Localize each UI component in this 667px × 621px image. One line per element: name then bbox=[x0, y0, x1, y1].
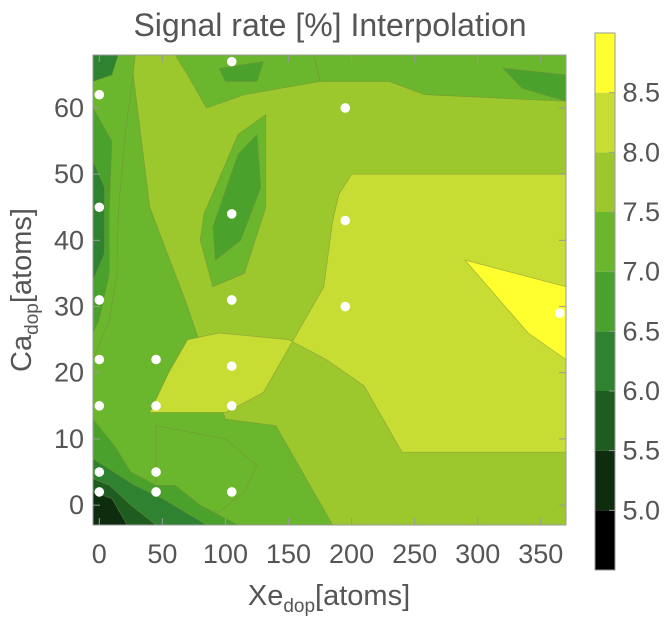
x-tick-label: 100 bbox=[203, 539, 248, 569]
colorbar-tick-label: 5.0 bbox=[622, 495, 660, 525]
x-axis-label-sub: dop bbox=[283, 596, 315, 617]
chart-title: Signal rate [%] Interpolation bbox=[133, 7, 526, 43]
contour-band-15 bbox=[149, 173, 566, 453]
x-tick-label: 250 bbox=[392, 539, 437, 569]
sample-point bbox=[94, 89, 105, 100]
sample-point bbox=[151, 354, 161, 365]
sample-point bbox=[151, 487, 161, 497]
x-tick-label: 200 bbox=[329, 539, 374, 569]
x-tick-label: 350 bbox=[518, 539, 563, 569]
colorbar-band bbox=[595, 152, 615, 212]
contour-band-6 bbox=[93, 491, 128, 525]
sample-point bbox=[94, 467, 105, 477]
y-tick-label: 0 bbox=[69, 490, 84, 520]
colorbar: 5.0 5.5 6.0 6.5 7.0 7.5 8.0 8.5 bbox=[594, 32, 660, 571]
y-tick-label: 50 bbox=[54, 159, 84, 189]
contour-band-9 bbox=[93, 160, 105, 281]
sample-point bbox=[226, 56, 237, 67]
sample-point bbox=[554, 308, 565, 318]
sample-point bbox=[340, 215, 351, 226]
y-tick-label: 30 bbox=[54, 292, 84, 322]
y-tick-label: 60 bbox=[54, 93, 84, 123]
sample-point bbox=[226, 209, 237, 219]
colorbar-tick-label: 8.0 bbox=[622, 137, 660, 167]
x-axis-label-unit: [atoms] bbox=[315, 580, 410, 612]
colorbar-band bbox=[595, 212, 615, 272]
colorbar-tick-label: 8.5 bbox=[622, 78, 660, 108]
contour-band-16 bbox=[464, 259, 566, 360]
sample-point bbox=[94, 354, 105, 365]
sample-point bbox=[226, 487, 237, 497]
y-tick-label: 20 bbox=[54, 358, 84, 388]
x-tick-label: 150 bbox=[266, 539, 311, 569]
x-axis-label: Xedop[atoms] bbox=[248, 580, 410, 617]
sample-point bbox=[226, 295, 237, 305]
sample-point bbox=[94, 401, 105, 411]
sample-point bbox=[340, 301, 351, 312]
sample-point bbox=[226, 361, 237, 371]
y-axis-label: Cadop[atoms] bbox=[6, 208, 43, 372]
y-axis-label-main: Ca bbox=[6, 334, 38, 372]
sample-point bbox=[94, 295, 105, 305]
sample-point bbox=[226, 401, 237, 411]
x-tick-label: 300 bbox=[455, 539, 500, 569]
sample-point bbox=[151, 467, 161, 477]
colorbar-tick-label: 5.5 bbox=[622, 436, 660, 466]
y-tick-label: 40 bbox=[54, 225, 84, 255]
colorbar-band bbox=[595, 271, 615, 332]
contour-band-11 bbox=[218, 61, 264, 82]
plot-frame bbox=[92, 54, 567, 526]
contour-band-14 bbox=[212, 133, 262, 261]
colorbar-band bbox=[595, 510, 615, 570]
y-axis-label-unit: [atoms] bbox=[6, 208, 38, 303]
colorbar-frame bbox=[594, 32, 616, 571]
y-axis-label-sub: dop bbox=[22, 303, 43, 335]
sample-points bbox=[94, 56, 565, 497]
colorbar-band bbox=[595, 92, 615, 153]
contour-regions bbox=[93, 55, 566, 525]
colorbar-band bbox=[595, 331, 615, 391]
contour-band-17 bbox=[501, 67, 566, 102]
sample-point bbox=[94, 202, 105, 213]
x-axis: 0 50 100 150 200 250 300 350 bbox=[92, 55, 563, 569]
colorbar-tick-label: 7.5 bbox=[622, 197, 660, 227]
y-tick-label: 10 bbox=[54, 424, 84, 454]
colorbar-band bbox=[595, 33, 615, 93]
colorbar-tick-label: 6.0 bbox=[622, 376, 660, 406]
x-tick-label: 0 bbox=[92, 539, 107, 569]
colorbar-tick-label: 6.5 bbox=[622, 316, 660, 346]
colorbar-tick-label: 7.0 bbox=[622, 257, 660, 287]
sample-point bbox=[94, 487, 105, 497]
sample-point bbox=[340, 103, 351, 113]
colorbar-band bbox=[595, 450, 615, 511]
x-tick-label: 50 bbox=[147, 539, 177, 569]
x-axis-label-main: Xe bbox=[248, 580, 283, 612]
y-axis: 0 10 20 30 40 50 60 bbox=[54, 93, 566, 520]
colorbar-band bbox=[595, 391, 615, 451]
sample-point bbox=[151, 401, 161, 411]
